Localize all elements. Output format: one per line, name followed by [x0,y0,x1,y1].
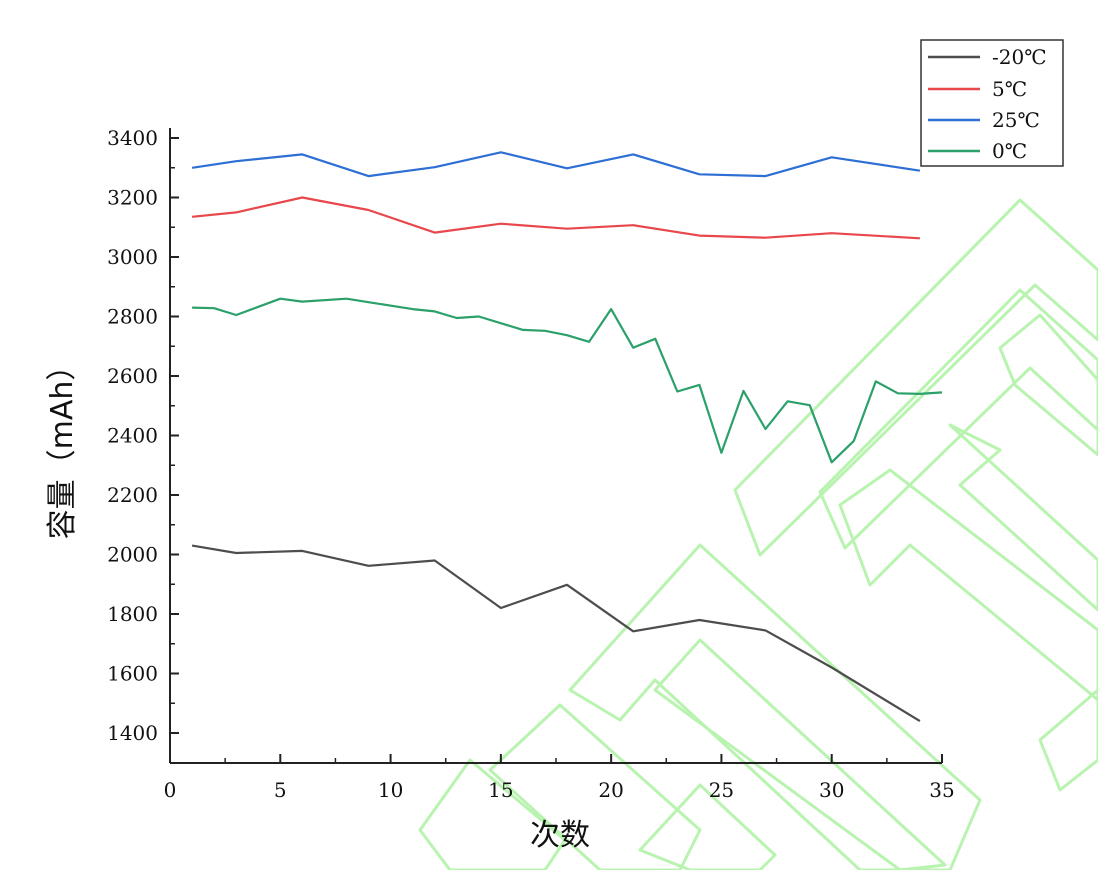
series-line [192,297,943,464]
y-tick-label: 3000 [107,245,158,269]
x-axis-title: 次数 [530,818,590,853]
y-axis-title: 容量（mAh） [45,351,80,540]
watermark [418,198,1098,870]
series-line [191,196,920,240]
y-tick-label: 2000 [107,543,158,567]
series-line [191,151,921,178]
x-tick-label: 15 [488,778,513,802]
y-tick-label: 3400 [107,126,158,150]
x-tick-label: 20 [598,778,623,802]
y-tick-label: 2400 [107,424,158,448]
x-tick-label: 25 [709,778,734,802]
y-tick-label: 2800 [107,305,158,329]
axes: 0 5 10 15 20 25 30 35 1400 1600 1800 2000 2200 2400 26… [107,126,955,802]
y-tick-label: 1800 [107,602,158,626]
y-tick-label: 1400 [107,721,158,745]
legend-label: 5℃ [992,77,1027,101]
y-tick-label: 3200 [107,186,158,210]
y-tick-label: 1600 [107,662,158,686]
x-tick-label: 0 [164,778,177,802]
series-layer [191,151,943,723]
x-tick-label: 5 [274,778,287,802]
y-tick-label: 2600 [107,364,158,388]
legend-label: -20℃ [992,45,1047,69]
x-tick-label: 35 [929,778,954,802]
legend-label: 25℃ [992,108,1040,132]
y-tick-label: 2200 [107,483,158,507]
legend-label: 0℃ [992,139,1027,163]
legend: -20℃ 5℃ 25℃ 0℃ [920,39,1064,167]
series-line [191,544,921,723]
legend-box [920,39,1064,167]
x-tick-label: 10 [378,778,403,802]
x-tick-label: 30 [819,778,844,802]
